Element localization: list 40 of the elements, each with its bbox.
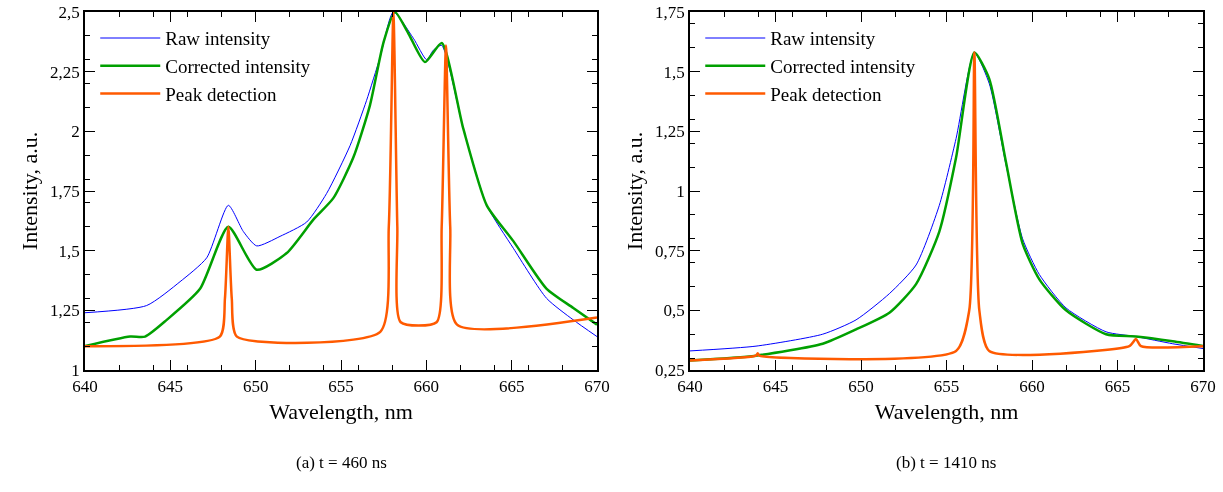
legend-label: Peak detection (165, 83, 278, 105)
x-tick-label: 645 (762, 377, 789, 397)
y-axis-title: Intensity, a.u. (17, 131, 43, 251)
x-tick-label: 665 (498, 377, 525, 397)
x-tick-label: 640 (72, 377, 98, 397)
x-tick-label: 655 (328, 377, 354, 397)
legend-label: Raw intensity (770, 28, 876, 50)
y-axis-title: Intensity, a.u. (622, 131, 648, 251)
x-tick-label: 670 (1190, 377, 1216, 397)
y-tick-label: 1,75 (655, 2, 685, 22)
y-tick-label: 1,75 (50, 181, 80, 201)
legend-label: Corrected intensity (165, 56, 311, 78)
y-tick-label: 1,25 (50, 301, 80, 321)
y-tick-label: 2 (71, 122, 80, 142)
x-tick-label: 640 (677, 377, 703, 397)
y-tick-label: 1,5 (663, 62, 685, 82)
x-axis-title: Wavelength, nm (874, 398, 1019, 424)
y-tick-label: 0,25 (655, 360, 685, 380)
y-tick-label: 1 (71, 360, 80, 380)
legend-label: Raw intensity (165, 28, 271, 50)
x-tick-label: 650 (848, 377, 874, 397)
text: (a) t = 460 ns (296, 453, 387, 472)
y-tick-label: 0,5 (663, 301, 685, 321)
legend-label: Peak detection (770, 83, 883, 105)
y-tick-label: 2,5 (58, 2, 80, 22)
x-tick-label: 655 (933, 377, 960, 397)
y-tick-label: 0,75 (655, 241, 685, 261)
x-tick-label: 650 (242, 377, 269, 397)
text: (b) t = 1410 ns (896, 453, 997, 472)
y-tick-label: 1,5 (58, 241, 80, 261)
x-tick-label: 660 (413, 377, 440, 397)
x-tick-label: 665 (1104, 377, 1131, 397)
y-tick-label: 1 (676, 181, 685, 201)
y-tick-label: 1,25 (655, 122, 685, 142)
legend-label: Corrected intensity (770, 56, 916, 78)
y-tick-label: 2,25 (50, 62, 80, 82)
x-axis-title: Wavelength, nm (269, 398, 413, 424)
x-tick-label: 660 (1019, 377, 1045, 397)
x-tick-label: 670 (584, 377, 610, 397)
x-tick-label: 645 (157, 377, 184, 397)
